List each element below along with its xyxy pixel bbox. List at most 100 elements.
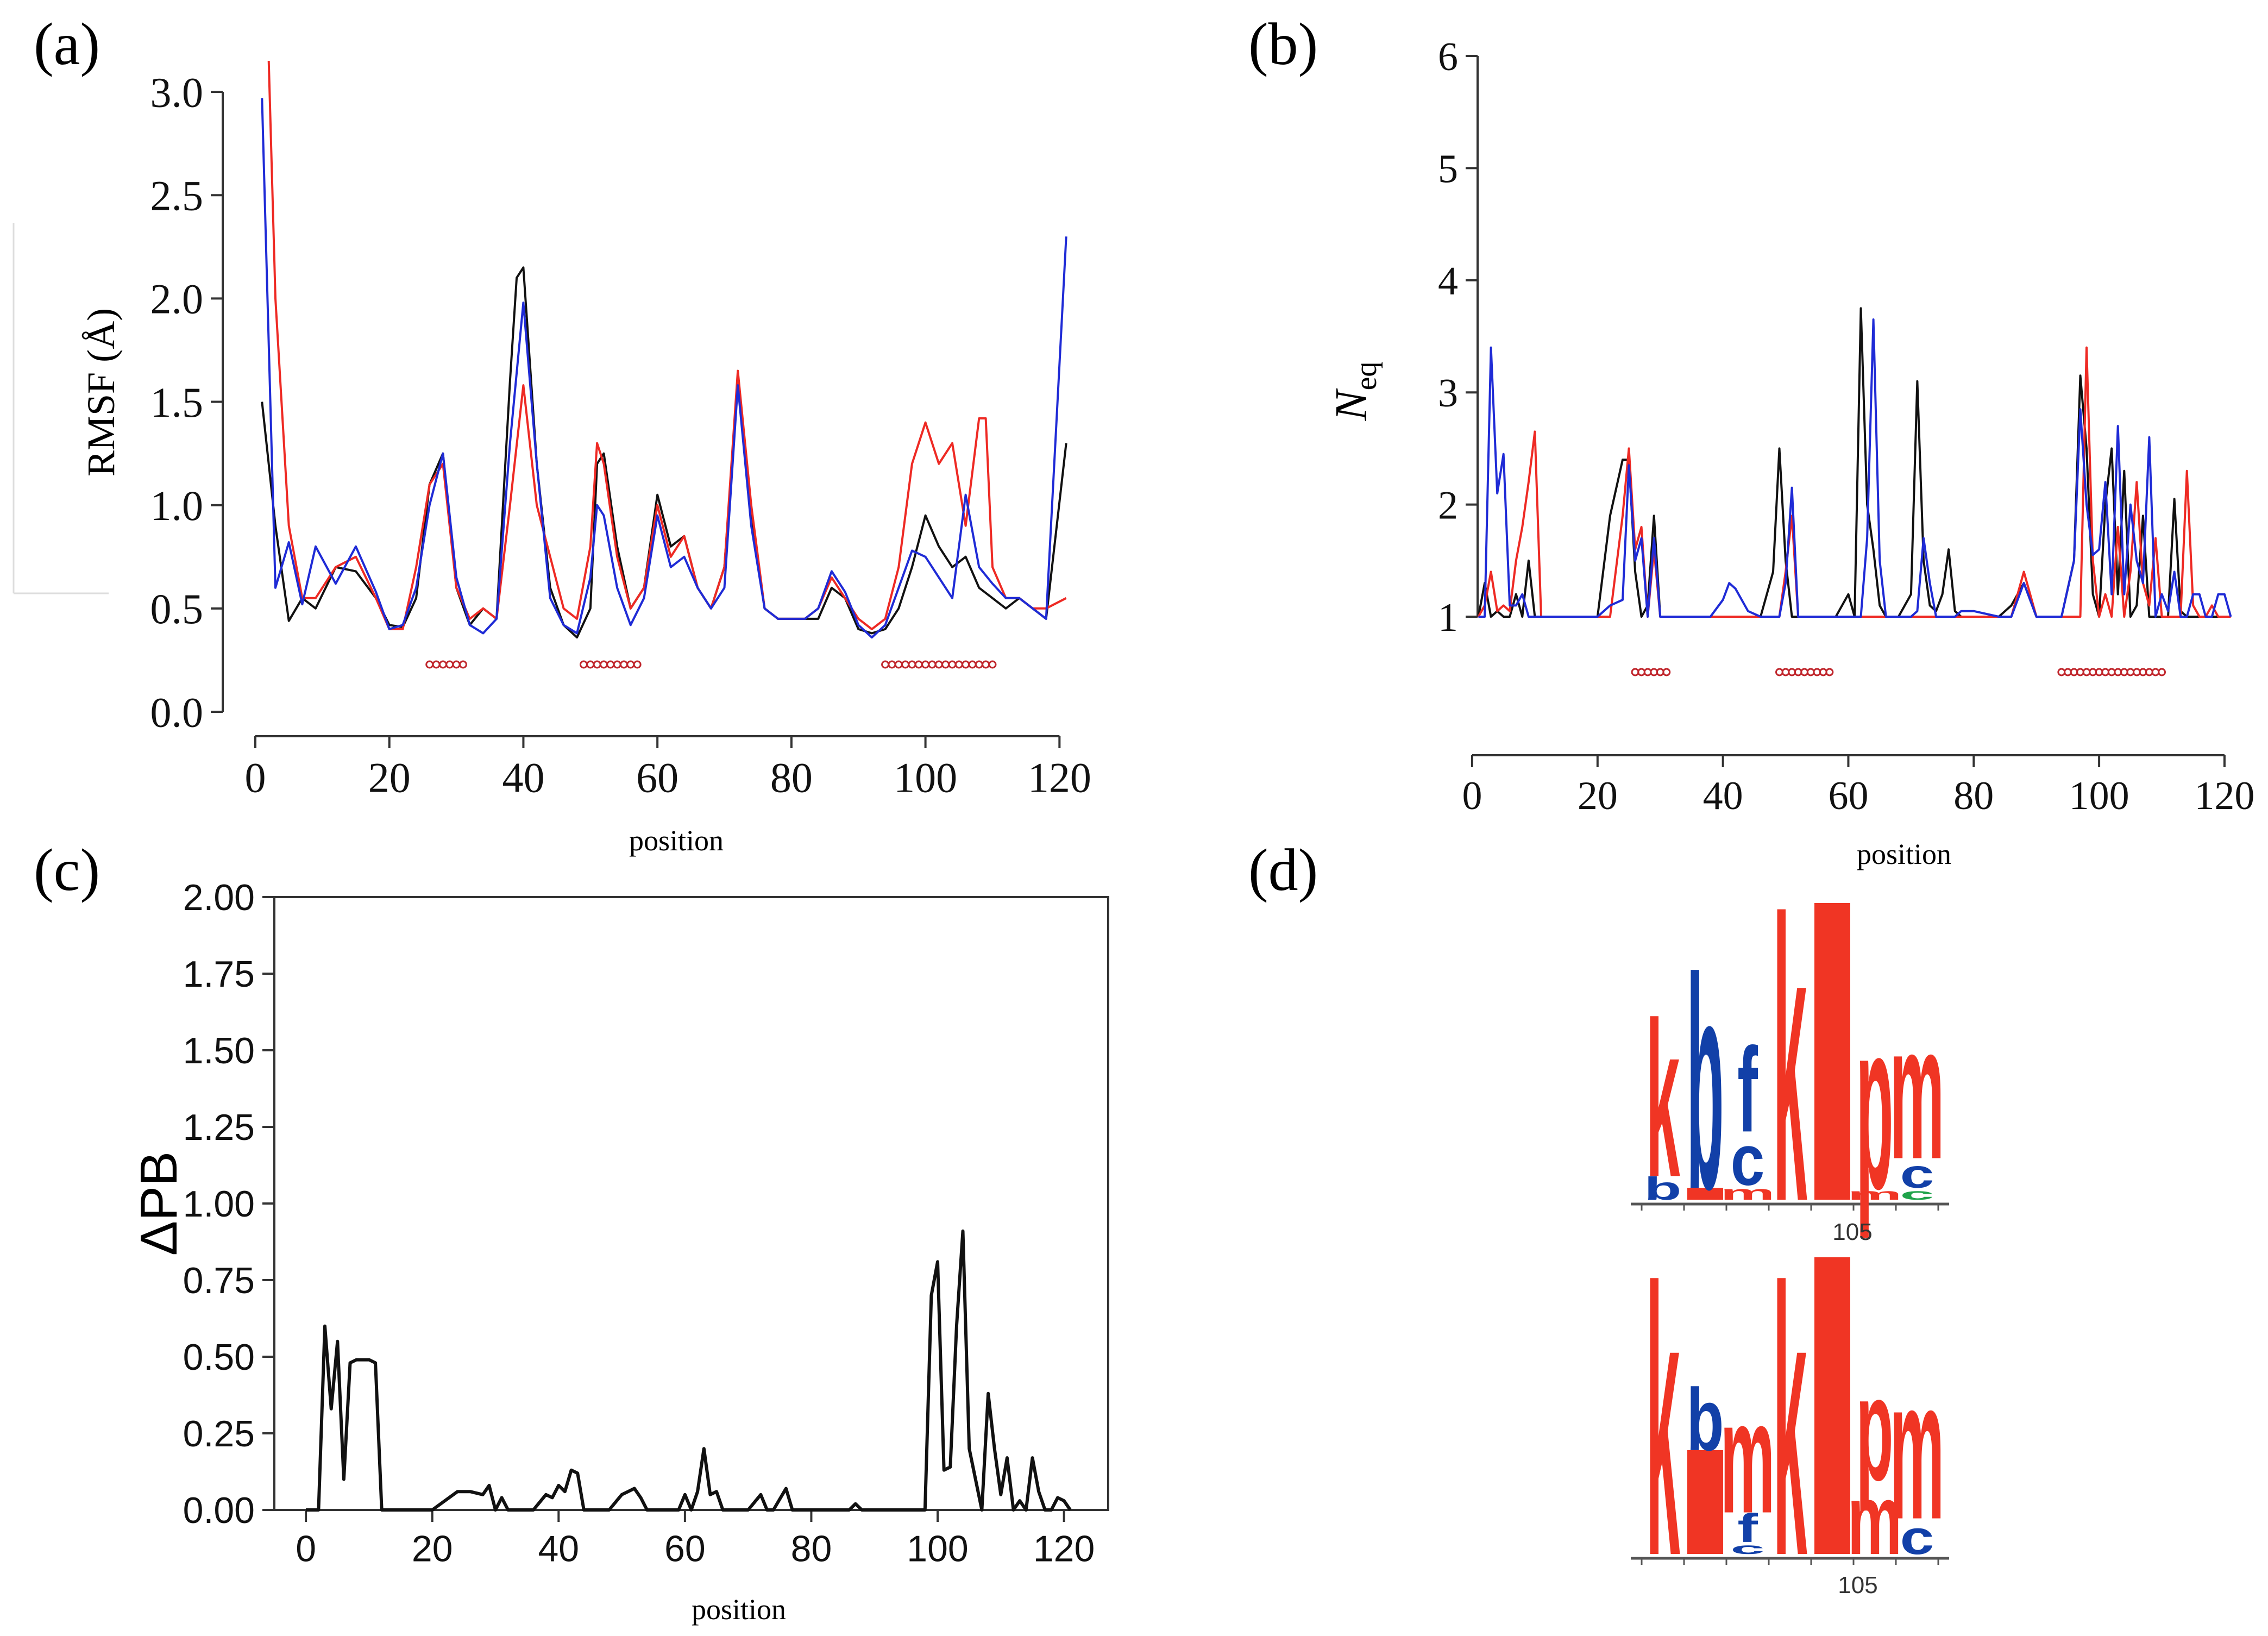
x-tick-label: 80 [1953, 774, 1994, 818]
y-tick-label: 1.00 [183, 1183, 255, 1225]
y-tick-label: 1.25 [183, 1107, 255, 1148]
panel-b-x-label: position [1857, 838, 1951, 870]
panel-c-y-label: ΔPB [130, 1151, 188, 1256]
panel-b-y-label: Neq [1326, 362, 1383, 422]
x-tick-label: 100 [2069, 774, 2129, 818]
x-tick-label: 80 [791, 1528, 832, 1569]
x-tick-label: 0 [296, 1528, 316, 1569]
logo-block [1687, 1188, 1723, 1200]
logo-block [1814, 1257, 1850, 1554]
panel-b-y-label-sub: eq [1349, 362, 1383, 391]
logo-letter: k [1646, 1211, 1680, 1635]
x-tick-label: 40 [538, 1528, 579, 1569]
y-tick-label: 3 [1438, 371, 1458, 416]
logo-letter: m [1890, 1337, 1944, 1560]
y-tick-label: 0.5 [150, 585, 204, 632]
y-tick-label: 6 [1438, 35, 1458, 79]
panel-a-rmsf-chart: 0.0 0.5 1.0 1.5 2.0 2.5 3.0 0 20 40 60 80 100 120 RMS… [12, 60, 1091, 857]
logo-letter: b [1687, 1370, 1724, 1469]
y-tick-label: 1 [1438, 596, 1458, 640]
y-tick-label: 2.00 [183, 877, 255, 918]
y-tick-label: 1.0 [150, 482, 204, 529]
x-tick-label: 120 [1033, 1528, 1095, 1569]
logo-letter: k [1773, 837, 1807, 1285]
x-tick-label: 60 [1828, 774, 1868, 818]
x-tick-label: 100 [894, 754, 957, 801]
y-tick-label: 0.75 [183, 1260, 255, 1301]
logo-letter: b [1644, 1171, 1682, 1207]
series-line-red [267, 60, 1067, 630]
logo-letter: c [1731, 1120, 1765, 1201]
y-tick-label: 0.50 [183, 1337, 255, 1378]
logo-bottom-axis-label: 105 [1838, 1572, 1877, 1599]
x-tick-label: 120 [2194, 774, 2254, 818]
x-tick-label: 120 [1028, 754, 1091, 801]
x-tick-label: 20 [412, 1528, 453, 1569]
logo-letter: c [1731, 1540, 1765, 1558]
x-tick-label: 80 [770, 754, 813, 801]
x-tick-label: 40 [1703, 774, 1743, 818]
region-marker [1825, 668, 1834, 676]
panel-label-a: (a) [34, 11, 100, 77]
y-tick-label: 0.25 [183, 1413, 255, 1455]
series-line-blue [1478, 318, 2232, 618]
y-tick-label: 1.75 [183, 954, 255, 995]
region-marker [458, 660, 467, 669]
x-tick-label: 0 [1462, 774, 1482, 818]
panel-c-x-label: position [692, 1593, 786, 1626]
y-tick-label: 1.50 [183, 1030, 255, 1071]
x-tick-label: 20 [368, 754, 411, 801]
logo-letter: p [1856, 1346, 1894, 1512]
y-tick-label: 0.00 [183, 1490, 255, 1531]
panel-b-y-label-main: N [1326, 388, 1377, 421]
panel-label-c: (c) [34, 837, 100, 903]
panel-a-y-label: RMSF (Å) [79, 308, 123, 477]
panel-label-d: (d) [1248, 837, 1318, 903]
x-tick-label: 60 [636, 754, 678, 801]
logo-letter: f [1737, 1023, 1758, 1157]
x-tick-label: 0 [245, 754, 266, 801]
panel-label-b: (b) [1248, 11, 1318, 77]
panel-c-dpb-chart: 0.00 0.25 0.50 0.75 1.00 1.25 1.50 1.75 2.00 0 20 4… [130, 877, 1109, 1626]
region-marker [988, 660, 997, 669]
y-tick-label: 4 [1438, 259, 1458, 304]
y-tick-label: 1.5 [150, 379, 204, 426]
logo-letter: k [1773, 1211, 1807, 1635]
region-marker [1662, 668, 1671, 676]
y-tick-label: 5 [1438, 147, 1458, 191]
y-tick-label: 0.0 [150, 688, 204, 736]
logo-letter: b [1687, 916, 1724, 1252]
y-tick-label: 3.0 [150, 68, 204, 116]
logo-letter: c [1900, 1511, 1934, 1565]
y-tick-label: 2 [1438, 484, 1458, 528]
logo-letter: m [1890, 984, 1944, 1199]
logo-block [1814, 903, 1850, 1200]
logo-letter: m [1848, 1186, 1902, 1204]
logo-letter: f [1737, 1506, 1758, 1551]
y-tick-label: 2.5 [150, 172, 204, 220]
logo-letter: m [1720, 1182, 1775, 1204]
logo-block [1687, 1450, 1723, 1554]
series-line-black [261, 266, 1067, 639]
logo-letter: c [1900, 1152, 1934, 1196]
x-tick-label: 20 [1578, 774, 1618, 818]
x-tick-label: 100 [907, 1528, 968, 1569]
region-marker [633, 660, 642, 669]
logo-letter: p [1856, 971, 1894, 1240]
logo-top-axis-label: 105 [1832, 1219, 1872, 1245]
series-line-black [306, 1229, 1072, 1512]
x-tick-label: 60 [664, 1528, 706, 1569]
region-marker [2158, 668, 2166, 676]
logo-letter: c [1900, 1186, 1934, 1204]
logo-letter: m [1720, 1368, 1775, 1547]
series-line-blue [261, 98, 1067, 639]
logo-letter: m [1848, 1464, 1902, 1576]
logo-letter: k [1646, 977, 1680, 1224]
x-tick-label: 40 [502, 754, 544, 801]
panel-a-x-label: position [629, 824, 724, 857]
